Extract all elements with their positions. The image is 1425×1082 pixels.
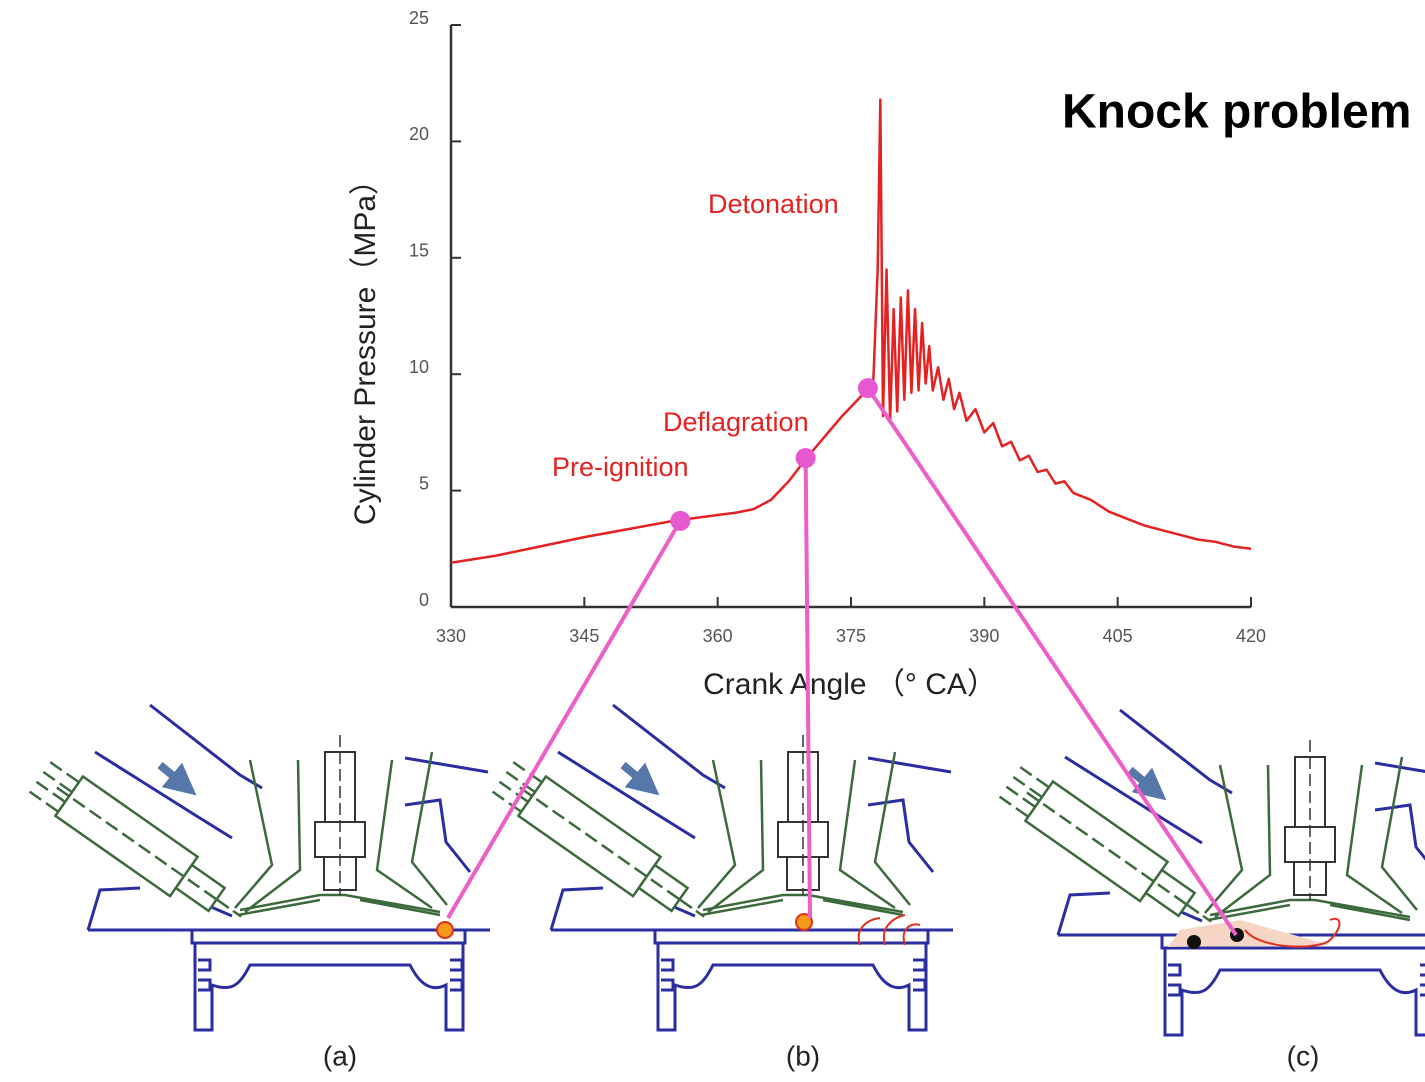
engine-c	[997, 710, 1425, 1035]
x-tick-label: 420	[1236, 626, 1266, 646]
x-tick-label: 330	[436, 626, 466, 646]
x-tick-label: 345	[569, 626, 599, 646]
hot-spot	[1187, 935, 1201, 949]
plot: 0 5 10 15 20 25 330 345 360 375 390 405 420 Pre-ignit…	[323, 8, 1319, 1072]
x-axis-label: Crank Angle （° CA）	[703, 668, 997, 701]
engine-a	[27, 705, 490, 1030]
y-tick-label: 10	[409, 357, 429, 377]
engine-diagrams	[27, 705, 1425, 1035]
x-tick-label: 375	[836, 626, 866, 646]
y-tick-label: 5	[419, 473, 429, 493]
phase-point	[858, 378, 878, 398]
panel-label: (c)	[1287, 1040, 1320, 1071]
x-tick-label: 360	[703, 626, 733, 646]
y-tick-label: 25	[409, 8, 429, 28]
engine-b	[490, 705, 953, 1030]
y-tick-label: 0	[419, 590, 429, 610]
connector	[868, 388, 1236, 935]
y-tick-label: 15	[409, 241, 429, 261]
x-tick-label: 390	[969, 626, 999, 646]
pressure-line	[451, 99, 1251, 562]
panel-label: (b)	[786, 1040, 820, 1071]
slide-title: Knock problem	[1062, 86, 1411, 139]
y-tick-label: 20	[409, 124, 429, 144]
y-axis-label: Cylinder Pressure（MPa）	[349, 165, 382, 525]
annotation: Pre-ignition	[552, 452, 689, 482]
annotation: Detonation	[708, 189, 839, 219]
figure: Knock problem Crank Angle （° CA） Cylinde…	[0, 0, 1425, 1082]
panel-label: (a)	[323, 1040, 357, 1071]
phase-point	[670, 511, 690, 531]
spark-a	[437, 922, 453, 938]
annotation: Deflagration	[663, 407, 809, 437]
x-tick-label: 405	[1103, 626, 1133, 646]
phase-point	[796, 448, 816, 468]
